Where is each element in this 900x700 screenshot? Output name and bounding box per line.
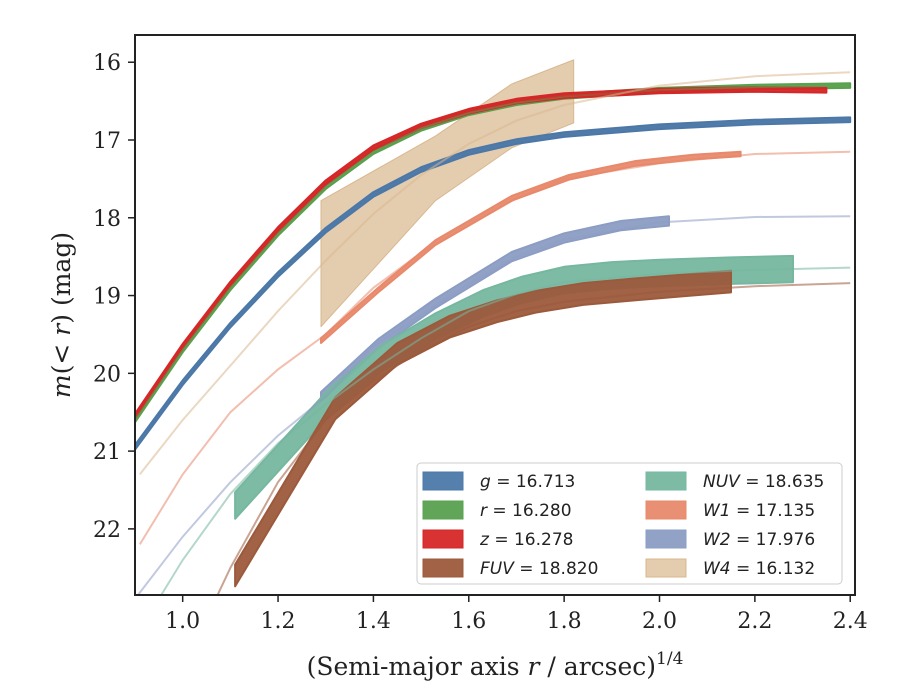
legend-swatch-g: [422, 471, 464, 491]
legend-swatch-fuv: [422, 558, 464, 578]
y-tick-label: 21: [93, 440, 121, 465]
data-band-w4: [320, 59, 575, 328]
legend-label-fuv: FUV = 18.820: [480, 559, 598, 579]
legend-label-w1: W1 = 17.135: [703, 501, 815, 521]
y-tick-label: 22: [93, 518, 121, 543]
data-band-g: [135, 116, 852, 451]
x-tick-label: 2.4: [833, 609, 868, 634]
legend-swatch-w2: [645, 529, 687, 549]
y-tick-label: 18: [93, 207, 121, 232]
x-tick-label: 2.0: [642, 609, 677, 634]
y-axis-ticks: 16 17 18 19 20 21 22: [93, 51, 135, 543]
y-tick-label: 19: [93, 285, 121, 310]
legend-label-w4: W4 = 16.132: [703, 559, 815, 579]
legend-label-z: z = 16.278: [479, 530, 573, 550]
model-curves: [135, 71, 851, 595]
legend-label-g: g = 16.713: [480, 472, 575, 492]
data-band-w2: [320, 215, 670, 403]
model-curve-w2: [136, 215, 851, 595]
y-tick-label: 20: [93, 362, 121, 387]
model-curve-nuv: [160, 266, 851, 595]
x-tick-label: 1.6: [451, 609, 486, 634]
x-tick-label: 1.8: [547, 609, 582, 634]
y-axis-title: m(< r) (mag): [47, 232, 76, 398]
model-curve-g: [135, 118, 851, 448]
x-axis-ticks: 1.0 1.2 1.4 1.6 1.8 2.0 2.2 2.4: [165, 595, 868, 634]
y-tick-label: 16: [93, 51, 121, 76]
legend-swatch-w1: [645, 500, 687, 520]
legend-swatch-w4: [645, 558, 687, 578]
plot-frame: [134, 34, 856, 596]
data-band-z: [135, 86, 828, 420]
x-tick-label: 1.4: [356, 609, 391, 634]
legend-label-nuv: NUV = 18.635: [703, 472, 824, 492]
legend-swatch-z: [422, 529, 464, 549]
model-curve-w1: [138, 150, 851, 545]
y-tick-label: 17: [93, 129, 121, 154]
legend-label-w2: W2 = 17.976: [703, 530, 815, 550]
legend-box: [416, 462, 843, 585]
model-curve-z: [135, 88, 827, 417]
legend-swatch-nuv: [645, 471, 687, 491]
x-tick-label: 1.0: [165, 609, 200, 634]
x-axis-title: (Semi-major axis r / arcsec)1/4: [307, 649, 684, 681]
legend: g = 16.713 r = 16.280 z = 16.278 FUV = 18.8…: [416, 462, 843, 585]
legend-label-r: r = 16.280: [480, 501, 572, 521]
model-curve-w4: [139, 71, 851, 476]
legend-swatch-r: [422, 500, 464, 520]
model-curve-fuv: [216, 282, 851, 595]
x-tick-label: 2.2: [737, 609, 772, 634]
x-tick-label: 1.2: [261, 609, 296, 634]
